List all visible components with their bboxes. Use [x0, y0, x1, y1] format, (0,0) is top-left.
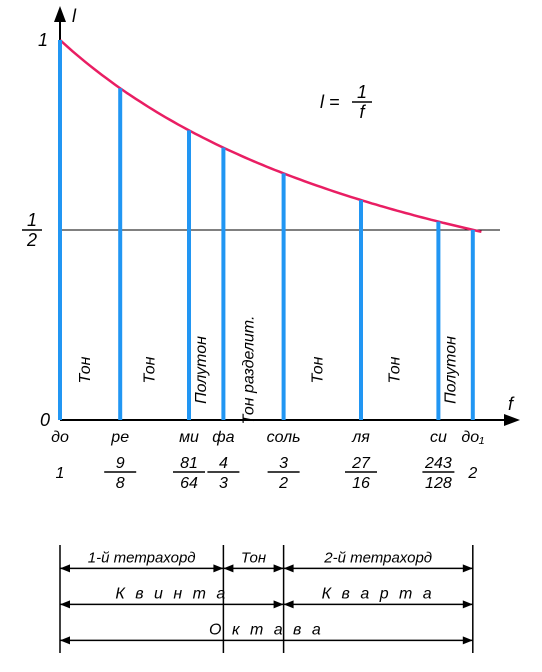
note-до: до: [51, 429, 69, 446]
seg-0-1: Тон: [241, 549, 266, 566]
ratio-den-6: 128: [425, 475, 452, 492]
ytick-half-num: 1: [27, 210, 37, 230]
ratio-num-6: 243: [424, 455, 452, 472]
dim-arrow-r: [463, 564, 473, 572]
ratio-num-5: 27: [351, 455, 371, 472]
ratio-den-4: 2: [278, 475, 288, 492]
origin-label: 0: [40, 410, 50, 430]
curve-l-1-over-f: [60, 40, 481, 232]
dim-arrow-r: [213, 564, 223, 572]
note-си: си: [430, 429, 447, 446]
ratio-num-1: 9: [116, 455, 125, 472]
interval-6: Полутон: [443, 336, 460, 404]
interval-1: Тон: [142, 356, 159, 383]
interval-5: Тон: [387, 356, 404, 383]
x-axis-arrow: [504, 414, 520, 426]
ratio-num-4: 3: [279, 455, 288, 472]
note-ми: ми: [179, 429, 199, 446]
dim-arrow-r: [274, 600, 284, 608]
ratio-num-3: 4: [219, 455, 228, 472]
ratio-0: 1: [56, 465, 65, 482]
note-ля: ля: [351, 429, 370, 446]
pythagorean-scale-chart: lf0112до1Тонре98Тонми8164Полутонфа43Тон …: [0, 0, 542, 672]
interval-4: Тон: [309, 356, 326, 383]
interval-3: Тон разделит.: [241, 316, 258, 425]
ratio-den-5: 16: [352, 475, 370, 492]
dim-arrow-l: [284, 600, 294, 608]
interval-2: Полутон: [193, 336, 210, 404]
ytick-1: 1: [38, 30, 48, 50]
ratio-den-2: 64: [180, 475, 198, 492]
note-ре: ре: [110, 429, 129, 446]
y-axis-label: l: [72, 6, 77, 26]
ytick-half-den: 2: [26, 230, 37, 250]
dim-arrow-l: [284, 564, 294, 572]
dim-arrow-r: [463, 636, 473, 644]
eq-lhs: l =: [320, 92, 340, 112]
dim-arrow-l: [223, 564, 233, 572]
seg-1-1: К в а р т а: [322, 585, 435, 602]
dim-arrow-l: [60, 564, 70, 572]
seg-0-2: 2-й тетрахорд: [323, 549, 432, 566]
dim-arrow-l: [60, 636, 70, 644]
note-до₁: до₁: [461, 429, 484, 446]
dim-arrow-r: [274, 564, 284, 572]
ratio-num-2: 81: [180, 455, 198, 472]
seg-1-0: К в и н т а: [115, 585, 228, 602]
seg-0-0: 1-й тетрахорд: [88, 549, 196, 566]
eq-den: f: [359, 102, 366, 122]
ratio-den-3: 3: [219, 475, 228, 492]
ratio-den-1: 8: [116, 475, 125, 492]
y-axis-arrow: [54, 6, 66, 22]
dim-arrow-l: [60, 600, 70, 608]
dim-arrow-r: [463, 600, 473, 608]
x-axis-label: f: [508, 394, 515, 414]
ratio-7: 2: [467, 465, 477, 482]
note-фа: фа: [212, 429, 234, 446]
seg-2-0: О к т а в а: [209, 621, 324, 638]
interval-0: Тон: [77, 356, 94, 383]
eq-num: 1: [357, 82, 367, 102]
note-соль: соль: [267, 429, 301, 446]
